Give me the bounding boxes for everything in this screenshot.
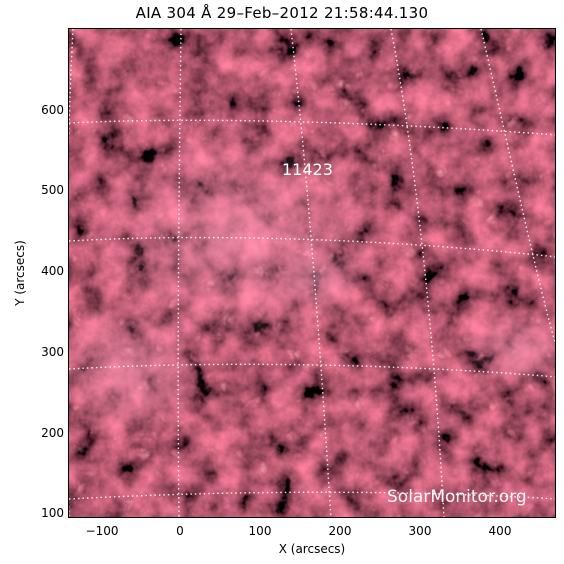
x-tick-label: 400 — [488, 524, 512, 538]
y-tick-label: 200 — [41, 426, 64, 440]
y-tick-label: 400 — [41, 264, 64, 278]
image-title: AIA 304 Å 29–Feb–2012 21:58:44.130 — [135, 4, 429, 22]
x-tick-label: 100 — [248, 524, 272, 538]
y-tick-label: 600 — [41, 103, 64, 117]
y-tick-label: 500 — [41, 183, 64, 197]
y-tick-label: 300 — [41, 345, 64, 359]
solarmonitor-watermark: SolarMonitor.org — [387, 487, 527, 507]
x-axis-label: X (arcsecs) — [278, 542, 346, 556]
solar-image — [69, 29, 555, 517]
x-tick-label: 300 — [408, 524, 432, 538]
active-region-label: 11423 — [282, 160, 333, 179]
y-axis-label: Y (arcsecs) — [13, 240, 27, 306]
solar-image-panel — [68, 28, 556, 518]
y-tick-label: 100 — [41, 506, 64, 520]
x-tick-label: −100 — [85, 524, 119, 538]
x-tick-label: 0 — [176, 524, 184, 538]
x-tick-label: 200 — [328, 524, 352, 538]
